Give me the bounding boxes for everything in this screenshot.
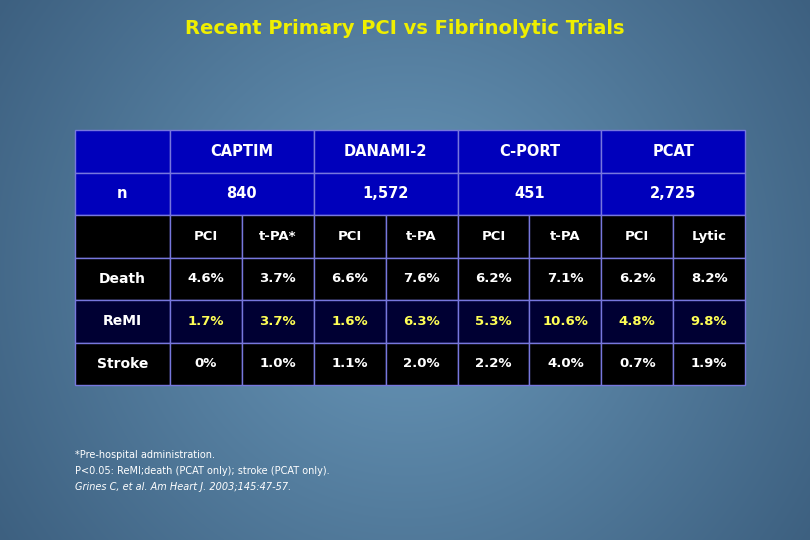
Bar bbox=[170, 215, 242, 258]
Text: 0%: 0% bbox=[194, 357, 217, 370]
Bar bbox=[386, 215, 458, 258]
Text: 840: 840 bbox=[227, 186, 258, 201]
Bar bbox=[313, 172, 458, 215]
Text: DANAMI-2: DANAMI-2 bbox=[344, 144, 428, 159]
Text: PCI: PCI bbox=[481, 230, 505, 243]
Bar bbox=[601, 258, 673, 300]
Text: CAPTIM: CAPTIM bbox=[211, 144, 274, 159]
Text: 3.7%: 3.7% bbox=[259, 272, 296, 285]
Bar bbox=[313, 342, 386, 385]
Text: *Pre-hospital administration.: *Pre-hospital administration. bbox=[75, 450, 215, 460]
Text: 2.0%: 2.0% bbox=[403, 357, 440, 370]
Bar bbox=[673, 215, 745, 258]
Text: PCAT: PCAT bbox=[652, 144, 694, 159]
Bar bbox=[530, 342, 601, 385]
Text: Recent Primary PCI vs Fibrinolytic Trials: Recent Primary PCI vs Fibrinolytic Trial… bbox=[185, 18, 625, 37]
Bar bbox=[313, 300, 386, 342]
Bar bbox=[458, 172, 601, 215]
Text: PCI: PCI bbox=[625, 230, 650, 243]
Text: P<0.05: ReMI;death (PCAT only); stroke (PCAT only).: P<0.05: ReMI;death (PCAT only); stroke (… bbox=[75, 466, 330, 476]
Bar bbox=[242, 258, 313, 300]
Bar bbox=[170, 130, 313, 172]
Text: 1.0%: 1.0% bbox=[259, 357, 296, 370]
Bar bbox=[458, 130, 601, 172]
Text: 1.6%: 1.6% bbox=[331, 315, 368, 328]
Bar bbox=[75, 130, 170, 172]
Text: 1.1%: 1.1% bbox=[331, 357, 368, 370]
Text: 4.6%: 4.6% bbox=[188, 272, 224, 285]
Bar bbox=[530, 215, 601, 258]
Text: 4.8%: 4.8% bbox=[619, 315, 655, 328]
Bar bbox=[601, 300, 673, 342]
Text: 1,572: 1,572 bbox=[362, 186, 409, 201]
Bar bbox=[313, 258, 386, 300]
Text: t-PA*: t-PA* bbox=[259, 230, 296, 243]
Text: 4.0%: 4.0% bbox=[547, 357, 584, 370]
Text: 6.3%: 6.3% bbox=[403, 315, 440, 328]
Text: PCI: PCI bbox=[194, 230, 218, 243]
Text: 6.6%: 6.6% bbox=[331, 272, 368, 285]
Text: 10.6%: 10.6% bbox=[543, 315, 588, 328]
Text: Grines C, et al. Am Heart J. 2003;145:47-57.: Grines C, et al. Am Heart J. 2003;145:47… bbox=[75, 482, 292, 492]
Bar bbox=[601, 130, 745, 172]
Bar bbox=[673, 342, 745, 385]
Bar bbox=[601, 172, 745, 215]
Bar bbox=[386, 300, 458, 342]
Text: 451: 451 bbox=[514, 186, 544, 201]
Text: 2.2%: 2.2% bbox=[475, 357, 512, 370]
Bar bbox=[75, 172, 170, 215]
Bar bbox=[75, 342, 170, 385]
Text: 6.2%: 6.2% bbox=[619, 272, 655, 285]
Bar bbox=[75, 300, 170, 342]
Bar bbox=[673, 258, 745, 300]
Bar bbox=[313, 215, 386, 258]
Bar bbox=[170, 300, 242, 342]
Bar bbox=[242, 342, 313, 385]
Bar bbox=[458, 300, 530, 342]
Bar bbox=[601, 342, 673, 385]
Bar bbox=[673, 300, 745, 342]
Text: 8.2%: 8.2% bbox=[691, 272, 727, 285]
Text: 2,725: 2,725 bbox=[650, 186, 697, 201]
Bar bbox=[386, 342, 458, 385]
Bar bbox=[386, 258, 458, 300]
Bar bbox=[313, 130, 458, 172]
Bar bbox=[75, 258, 170, 300]
Text: 3.7%: 3.7% bbox=[259, 315, 296, 328]
Text: 7.1%: 7.1% bbox=[547, 272, 583, 285]
Text: C-PORT: C-PORT bbox=[499, 144, 560, 159]
Text: t-PA: t-PA bbox=[550, 230, 581, 243]
Bar bbox=[530, 300, 601, 342]
Text: 0.7%: 0.7% bbox=[619, 357, 655, 370]
Bar bbox=[601, 215, 673, 258]
Text: ReMI: ReMI bbox=[103, 314, 142, 328]
Text: 6.2%: 6.2% bbox=[475, 272, 512, 285]
Bar bbox=[458, 215, 530, 258]
Text: n: n bbox=[117, 186, 128, 201]
Text: 1.9%: 1.9% bbox=[691, 357, 727, 370]
Text: 1.7%: 1.7% bbox=[188, 315, 224, 328]
Bar bbox=[530, 258, 601, 300]
Text: 9.8%: 9.8% bbox=[691, 315, 727, 328]
Bar bbox=[458, 342, 530, 385]
Text: t-PA: t-PA bbox=[407, 230, 437, 243]
Bar bbox=[75, 215, 170, 258]
Bar bbox=[458, 258, 530, 300]
Bar bbox=[170, 258, 242, 300]
Text: Death: Death bbox=[99, 272, 146, 286]
Text: 5.3%: 5.3% bbox=[475, 315, 512, 328]
Bar bbox=[242, 300, 313, 342]
Text: Stroke: Stroke bbox=[97, 357, 148, 371]
Bar bbox=[170, 172, 313, 215]
Text: PCI: PCI bbox=[338, 230, 362, 243]
Bar bbox=[242, 215, 313, 258]
Bar bbox=[170, 342, 242, 385]
Text: Lytic: Lytic bbox=[692, 230, 727, 243]
Text: 7.6%: 7.6% bbox=[403, 272, 440, 285]
